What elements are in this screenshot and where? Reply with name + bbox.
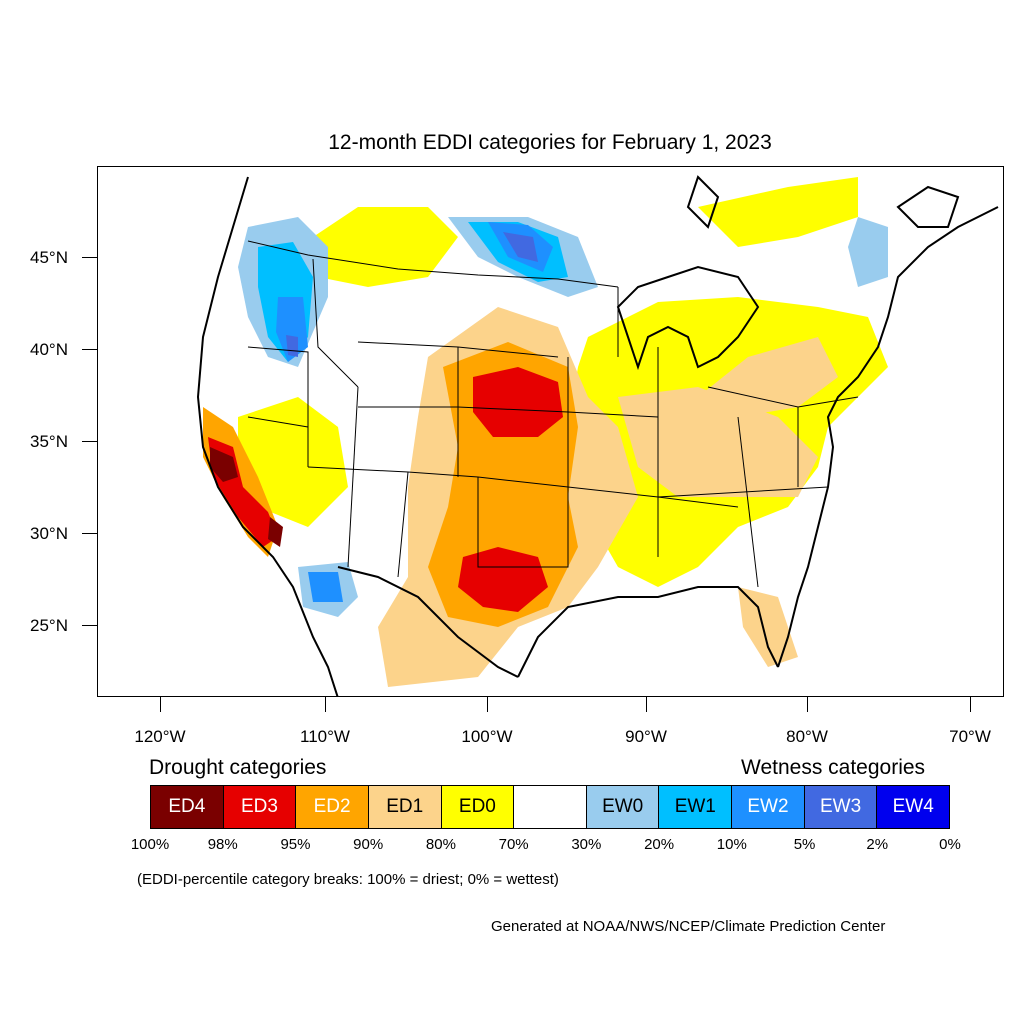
map-title: 12-month EDDI categories for February 1,… [328,131,772,154]
ed4-region-california [210,447,238,482]
ed3-region-texas [458,547,548,612]
ed1-region-mid [698,337,838,417]
legend-box-ed1: ED1 [368,786,442,828]
percentile-label: 0% [939,836,961,853]
lat-tick-40 [82,349,97,350]
eddi-color-field [203,177,888,687]
lon-tick-90 [646,697,647,712]
lon-tick-100 [487,697,488,712]
percentile-label: 10% [716,836,747,853]
lon-label-100: 100°W [461,727,513,746]
percentile-label: 90% [353,836,384,853]
percentile-label: 100% [130,836,170,853]
state-boundaries [247,240,859,588]
lon-label-110: 110°W [300,727,350,746]
legend-box-ed2: ED2 [296,786,369,828]
ew2-region-northwest [276,297,308,362]
legend-box-ew3: EW3 [804,786,878,828]
lon-label-70: 70°W [949,727,991,746]
map-area [97,166,1004,697]
legend-box-ed3: ED3 [223,786,297,828]
lon-label-90: 90°W [625,727,667,746]
ed4-region-sw [268,517,283,547]
lat-label-40: 40°N [30,340,68,359]
lat-label-45: 45°N [30,248,68,267]
ew3-region-north [503,232,538,262]
ew3-region-northwest [286,335,298,357]
ed1-region-east [618,387,818,497]
ew1-region-southwest [308,572,343,602]
legend-box-ew1: EW1 [659,786,733,828]
lon-tick-80 [807,697,808,712]
category-note: (EDDI-percentile category breaks: 100% =… [137,871,559,888]
legend-box-ew4: EW4 [877,786,950,828]
ew-region-ne [848,217,888,287]
legend-bar: ED4 ED3 ED2 ED1 ED0 EW0 EW1 EW2 EW3 EW4 [150,785,950,829]
lat-tick-30 [82,533,97,534]
credit-line: Generated at NOAA/NWS/NCEP/Climate Predi… [491,918,886,935]
drought-heading: Drought categories [149,756,327,779]
lat-tick-35 [82,441,97,442]
lon-tick-110 [325,697,326,712]
ed0-region-west [298,207,458,287]
ed1-region-se [738,587,798,667]
ed3-region-nebraska [473,367,563,437]
lon-tick-70 [970,697,971,712]
lat-label-25: 25°N [30,616,68,635]
lon-tick-120 [160,697,161,712]
ed0-region-ne [698,177,858,247]
lat-tick-25 [82,625,97,626]
percentile-label: 30% [571,836,602,853]
percentile-label: 80% [425,836,456,853]
percentile-label: 2% [866,836,889,853]
legend-box-neutral [514,786,587,828]
percentile-label: 95% [280,836,311,853]
eddi-map [196,175,999,696]
lat-tick-45 [82,257,97,258]
wetness-heading: Wetness categories [741,756,926,779]
percentile-label: 98% [207,836,238,853]
lat-label-35: 35°N [30,432,68,451]
legend-box-ew0: EW0 [586,786,660,828]
lat-label-30: 30°N [30,524,68,543]
percentile-label: 5% [793,836,816,853]
legend-box-ed4: ED4 [151,786,224,828]
legend-box-ew2: EW2 [732,786,805,828]
ed0-region-sw [238,397,348,527]
coastline [196,175,999,696]
percentile-label: 20% [644,836,675,853]
legend-box-ed0: ED0 [441,786,515,828]
percentile-label: 70% [498,836,529,853]
lon-label-120: 120°W [134,727,186,746]
lon-label-80: 80°W [786,727,828,746]
